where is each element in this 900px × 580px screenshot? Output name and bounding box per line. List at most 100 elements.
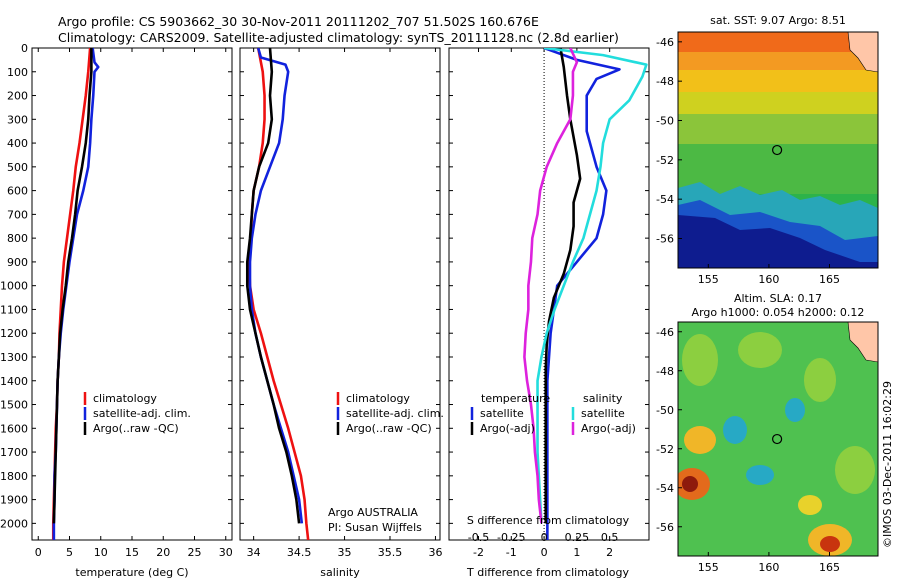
depth-tick-label: 100 xyxy=(7,66,28,79)
lon-tick-label: 160 xyxy=(758,273,779,286)
depth-tick-label: 1600 xyxy=(0,422,28,435)
s-tick-label: -0.25 xyxy=(497,531,525,544)
x-tick-label: 25 xyxy=(188,546,202,559)
series-salinity-argo-adj xyxy=(523,48,579,524)
series-argo-raw-qc xyxy=(52,48,93,524)
depth-tick-label: 600 xyxy=(7,185,28,198)
argo-center-label: Argo AUSTRALIA xyxy=(328,506,418,519)
sst-map-title: sat. SST: 9.07 Argo: 8.51 xyxy=(710,14,846,27)
s-tick-label: -0.5 xyxy=(468,531,489,544)
x-tick-label: 34 xyxy=(247,546,261,559)
x-tick-label: 5 xyxy=(66,546,73,559)
lat-tick-label: -48 xyxy=(656,365,674,378)
x-tick-label: 30 xyxy=(219,546,233,559)
depth-tick-label: 1100 xyxy=(0,303,28,316)
lon-tick-label: 160 xyxy=(758,561,779,574)
lat-tick-label: -52 xyxy=(656,443,674,456)
lat-tick-label: -46 xyxy=(656,326,674,339)
chart-title-line1: Argo profile: CS 5903662_30 30-Nov-2011 … xyxy=(58,14,539,29)
temperature-xlabel: temperature (deg C) xyxy=(75,566,188,579)
legend-sat-label: satellite-adj. clim. xyxy=(93,407,191,420)
lon-tick-label: 155 xyxy=(698,273,719,286)
depth-tick-label: 2000 xyxy=(0,517,28,530)
lat-tick-label: -56 xyxy=(656,233,674,246)
series-climatology xyxy=(51,48,92,540)
depth-tick-label: 400 xyxy=(7,137,28,150)
lat-tick-label: -56 xyxy=(656,521,674,534)
x-tick-label: 0 xyxy=(541,546,548,559)
s-tick-label: 0 xyxy=(541,531,548,544)
s-tick-label: 0.25 xyxy=(565,531,590,544)
lon-tick-label: 165 xyxy=(819,561,840,574)
lat-tick-label: -50 xyxy=(656,404,674,417)
x-tick-label: 2 xyxy=(606,546,613,559)
depth-tick-label: 1400 xyxy=(0,375,28,388)
lat-tick-label: -46 xyxy=(656,36,674,49)
salinity-legend: climatology satellite-adj. clim. Argo(..… xyxy=(336,392,444,435)
legend-temp-title: temperature xyxy=(481,392,550,405)
salinity-xlabel: salinity xyxy=(320,566,360,579)
t-difference-axis: -2 -1 0 1 2 xyxy=(473,48,613,559)
series-argo-raw-qc xyxy=(245,48,301,524)
lat-tick-label: -54 xyxy=(656,482,674,495)
difference-legend: temperature salinity satellite Argo(-adj… xyxy=(470,392,636,435)
depth-tick-label: 700 xyxy=(7,208,28,221)
legend-sal-argo-label: Argo(-adj) xyxy=(581,422,636,435)
x-tick-label: 35.5 xyxy=(378,546,403,559)
depth-tick-label: 1000 xyxy=(0,280,28,293)
depth-tick-label: 1500 xyxy=(0,399,28,412)
depth-tick-label: 1800 xyxy=(0,470,28,483)
float-position-marker xyxy=(772,144,783,156)
pi-label: PI: Susan Wijffels xyxy=(328,521,422,534)
lat-tick-label: -50 xyxy=(656,115,674,128)
series-salinity-satellite xyxy=(536,48,648,524)
s-difference-title: S difference from climatology xyxy=(467,514,630,527)
series-satellite-adj-clim xyxy=(248,48,304,524)
salinity-axis: 34 34.5 35 35.5 36 xyxy=(247,48,442,559)
temperature-legend: climatology satellite-adj. clim. Argo(..… xyxy=(83,392,191,435)
salinity-panel: 34 34.5 35 35.5 36 salinity climatology sate… xyxy=(239,47,444,579)
legend-sal-sat-label: satellite xyxy=(581,407,625,420)
x-tick-label: 1 xyxy=(573,546,580,559)
temperature-panel: 0100200300400500600700800900100011001200… xyxy=(0,42,233,579)
x-tick-label: -1 xyxy=(506,546,517,559)
depth-tick-label: 900 xyxy=(7,256,28,269)
lat-tick-label: -54 xyxy=(656,193,674,206)
depth-tick-label: 1900 xyxy=(0,494,28,507)
legend-argo-label: Argo(..raw -QC) xyxy=(93,422,179,435)
x-tick-label: 36 xyxy=(428,546,442,559)
temperature-axis: 0 5 10 15 20 25 30 xyxy=(35,48,233,559)
depth-tick-label: 1200 xyxy=(0,327,28,340)
legend-sal-title: salinity xyxy=(583,392,623,405)
sst-map: sat. SST: 9.07 Argo: 8.51 -46 -48 -50 -52 -5… xyxy=(656,14,879,286)
legend-temp-sat-label: satellite xyxy=(480,407,524,420)
x-tick-label: 10 xyxy=(94,546,108,559)
float-position-marker xyxy=(772,433,783,445)
t-difference-xlabel: T difference from climatology xyxy=(466,566,629,579)
sla-map-title: Altim. SLA: 0.17 xyxy=(734,292,822,305)
lon-tick-label: 165 xyxy=(819,273,840,286)
sla-map-subtitle: Argo h1000: 0.054 h2000: 0.12 xyxy=(692,306,865,319)
imos-timestamp: ©IMOS 03-Dec-2011 16:02:29 xyxy=(881,381,894,548)
lat-tick-label: -48 xyxy=(656,75,674,88)
legend-clim-label: climatology xyxy=(346,392,410,405)
s-difference-axis: -0.5 -0.25 0 0.25 0.5 xyxy=(468,531,619,544)
x-tick-label: 20 xyxy=(156,546,170,559)
lat-tick-label: -52 xyxy=(656,154,674,167)
chart-title-line2: Climatology: CARS2009. Satellite-adjuste… xyxy=(58,30,619,45)
legend-argo-label: Argo(..raw -QC) xyxy=(346,422,432,435)
legend-sat-label: satellite-adj. clim. xyxy=(346,407,444,420)
x-tick-label: 0 xyxy=(35,546,42,559)
x-tick-label: -2 xyxy=(473,546,484,559)
lon-tick-label: 155 xyxy=(698,561,719,574)
difference-panel: -2 -1 0 1 2 T difference from climatology S … xyxy=(448,47,650,579)
legend-temp-argo-label: Argo(-adj) xyxy=(480,422,535,435)
depth-tick-label: 200 xyxy=(7,90,28,103)
x-tick-label: 15 xyxy=(125,546,139,559)
depth-tick-label: 500 xyxy=(7,161,28,174)
depth-axis: 0 100 200 300 400 500 600 700 800 900 1000 1100 1200… xyxy=(0,42,232,530)
legend-clim-label: climatology xyxy=(93,392,157,405)
depth-tick-label: 0 xyxy=(21,42,28,55)
depth-tick-label: 1700 xyxy=(0,446,28,459)
